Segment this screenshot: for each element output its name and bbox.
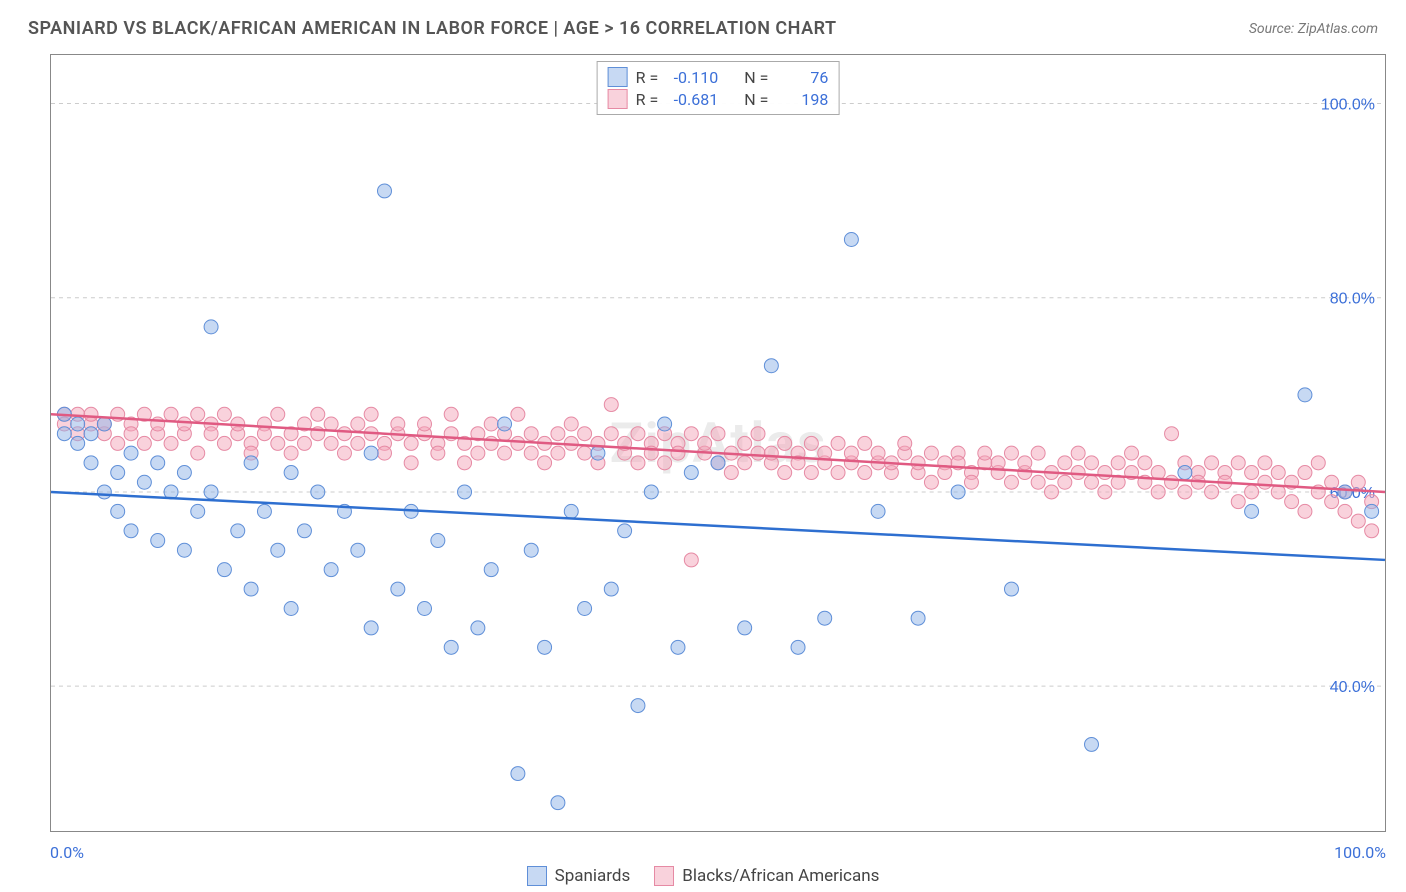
stats-row-blacks: R = -0.681 N = 198 <box>608 88 829 110</box>
svg-text:80.0%: 80.0% <box>1330 291 1375 308</box>
legend-label-spaniards: Spaniards <box>555 866 631 886</box>
svg-text:40.0%: 40.0% <box>1330 679 1375 696</box>
chart-legend: Spaniards Blacks/African Americans <box>0 866 1406 886</box>
legend-swatch-blacks <box>654 866 674 886</box>
chart-source: Source: ZipAtlas.com <box>1249 21 1378 37</box>
swatch-blacks <box>608 89 628 109</box>
svg-text:100.0%: 100.0% <box>1321 97 1375 114</box>
stats-row-spaniards: R = -0.110 N = 76 <box>608 66 829 88</box>
legend-label-blacks: Blacks/African Americans <box>682 866 879 886</box>
legend-swatch-spaniards <box>527 866 547 886</box>
r-label: R = <box>636 68 659 87</box>
swatch-spaniards <box>608 67 628 87</box>
x-axis-min-label: 0.0% <box>50 843 84 862</box>
chart-header: SPANIARD VS BLACK/AFRICAN AMERICAN IN LA… <box>0 0 1406 51</box>
n-label: N = <box>744 68 768 87</box>
legend-item-blacks: Blacks/African Americans <box>654 866 879 886</box>
legend-item-spaniards: Spaniards <box>527 866 631 886</box>
chart-plot-area: ZipAtlas 40.0%60.0%80.0%100.0% R = -0.11… <box>50 54 1386 832</box>
x-axis-max-label: 100.0% <box>1334 843 1386 862</box>
chart-svg: 40.0%60.0%80.0%100.0% <box>51 55 1385 832</box>
n-label: N = <box>744 90 768 109</box>
r-value-blacks: -0.681 <box>666 90 718 109</box>
n-value-blacks: 198 <box>776 90 828 109</box>
n-value-spaniards: 76 <box>776 68 828 87</box>
r-label: R = <box>636 90 659 109</box>
r-value-spaniards: -0.110 <box>666 68 718 87</box>
chart-title: SPANIARD VS BLACK/AFRICAN AMERICAN IN LA… <box>28 18 837 39</box>
correlation-stats-box: R = -0.110 N = 76 R = -0.681 N = 198 <box>597 61 840 115</box>
